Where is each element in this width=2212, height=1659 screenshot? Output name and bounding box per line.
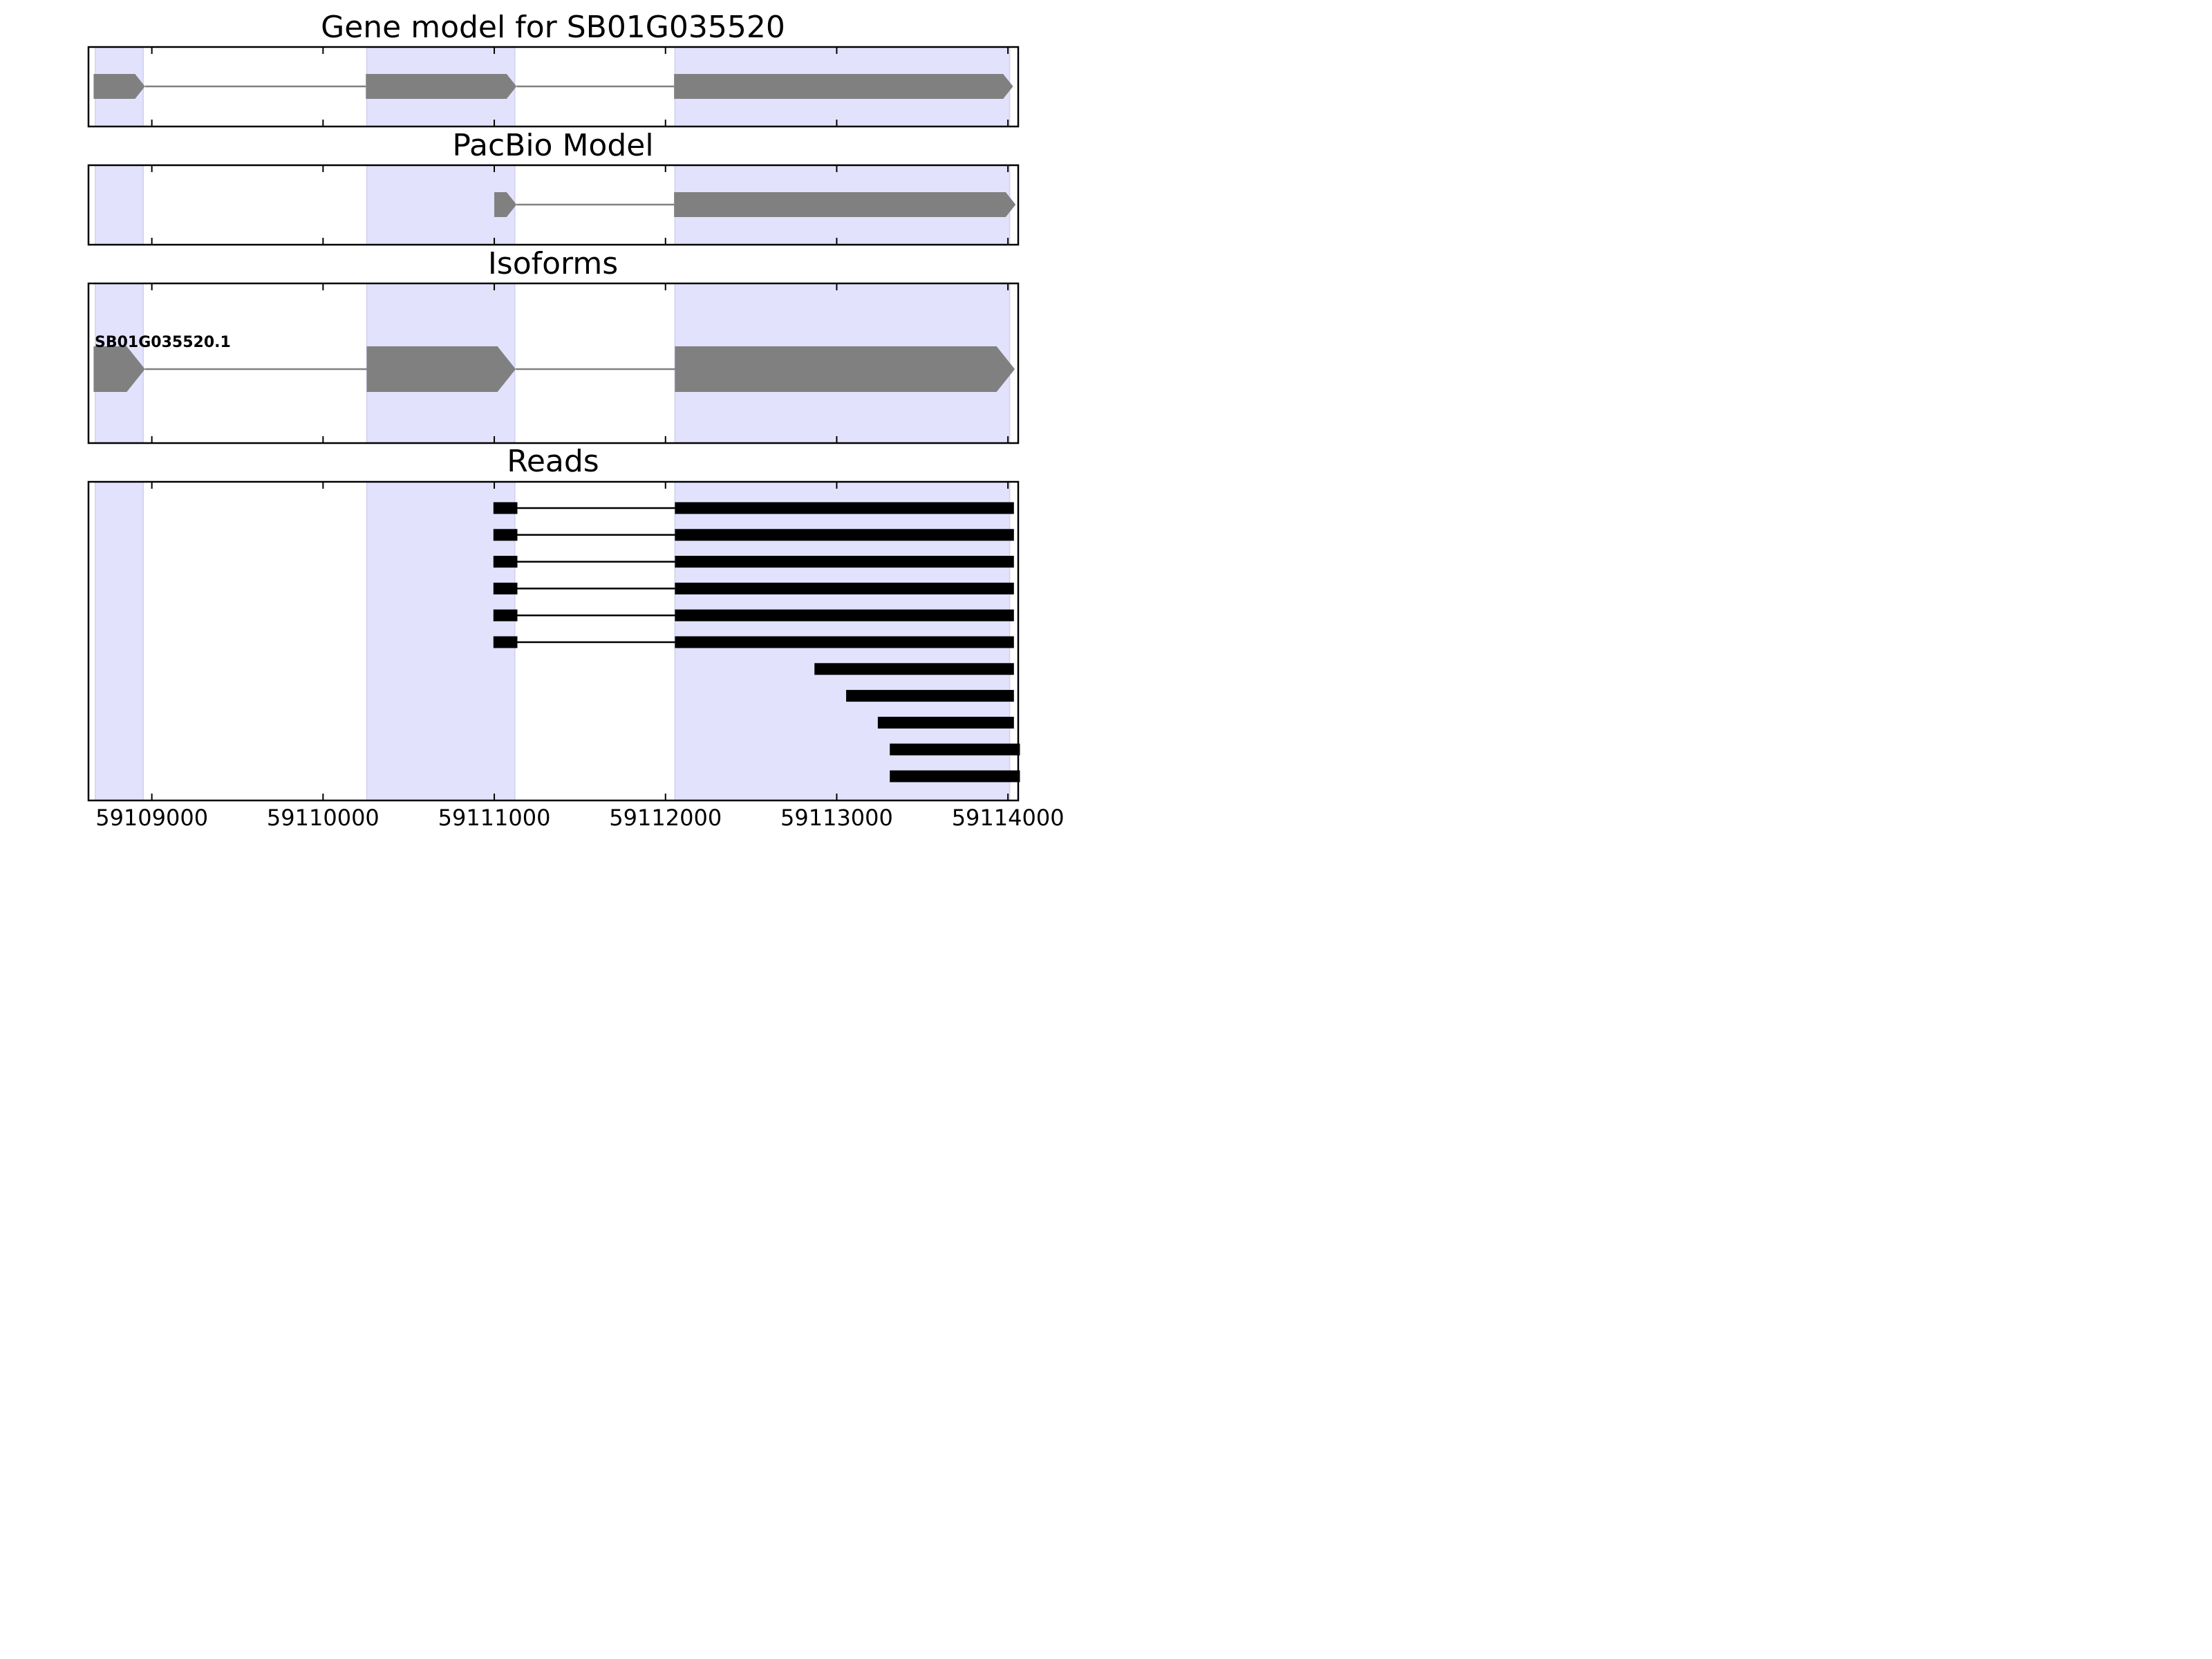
read-block: [877, 716, 1014, 729]
read-block: [814, 663, 1014, 675]
isoforms-title: Isoforms: [488, 246, 618, 281]
x-axis-tick-labels: 59109000 59110000 59111000 59112000 59113000…: [95, 805, 1064, 830]
read-block: [846, 690, 1014, 702]
exon-highlight-region: [95, 481, 144, 801]
exon-block: [93, 74, 145, 99]
read-block: [675, 502, 1014, 514]
exon-block: [675, 346, 1015, 392]
exon-highlight-region: [366, 165, 516, 245]
read-block: [493, 556, 518, 568]
read-block: [890, 770, 1020, 782]
x-tick-label: 59109000: [95, 805, 208, 830]
x-tick-label: 59112000: [609, 805, 722, 830]
read-block: [493, 582, 518, 594]
exon-highlight-region: [366, 481, 516, 801]
isoform-label: SB01G035520.1: [95, 334, 231, 351]
read-block: [675, 609, 1014, 621]
read-block: [493, 636, 518, 648]
reads-panel: [87, 480, 1020, 802]
read-block: [493, 609, 518, 621]
read-block: [493, 502, 518, 514]
exon-block: [93, 346, 145, 392]
gene-model-figure: Gene model for SB01G035520 PacBio Model …: [87, 10, 1065, 830]
x-tick-label: 59111000: [438, 805, 551, 830]
exon-block: [674, 192, 1016, 217]
read-block: [675, 636, 1014, 648]
gene-model-title: Gene model for SB01G035520: [321, 10, 785, 45]
pacbio-model-frame: [87, 164, 1020, 246]
exon-block: [494, 192, 517, 217]
exon-block: [366, 74, 517, 99]
pacbio-model-title: PacBio Model: [452, 128, 653, 163]
exon-highlight-region: [95, 165, 144, 245]
read-block: [675, 529, 1014, 541]
x-tick-label: 59113000: [780, 805, 893, 830]
isoforms-panel: SB01G035520.1: [87, 282, 1020, 444]
gene-model-panel: [87, 46, 1020, 128]
exon-block: [366, 346, 516, 392]
x-tick-label: 59110000: [267, 805, 379, 830]
exon-block: [674, 74, 1013, 99]
read-block: [493, 529, 518, 541]
read-block: [675, 556, 1014, 568]
reads-title: Reads: [507, 444, 599, 479]
x-tick-label: 59114000: [952, 805, 1065, 830]
pacbio-model-panel: [87, 164, 1020, 246]
read-block: [675, 582, 1014, 594]
reads-frame: [87, 480, 1020, 802]
read-block: [890, 743, 1020, 756]
isoforms-frame: [87, 282, 1020, 444]
gene-model-frame: [87, 46, 1020, 128]
